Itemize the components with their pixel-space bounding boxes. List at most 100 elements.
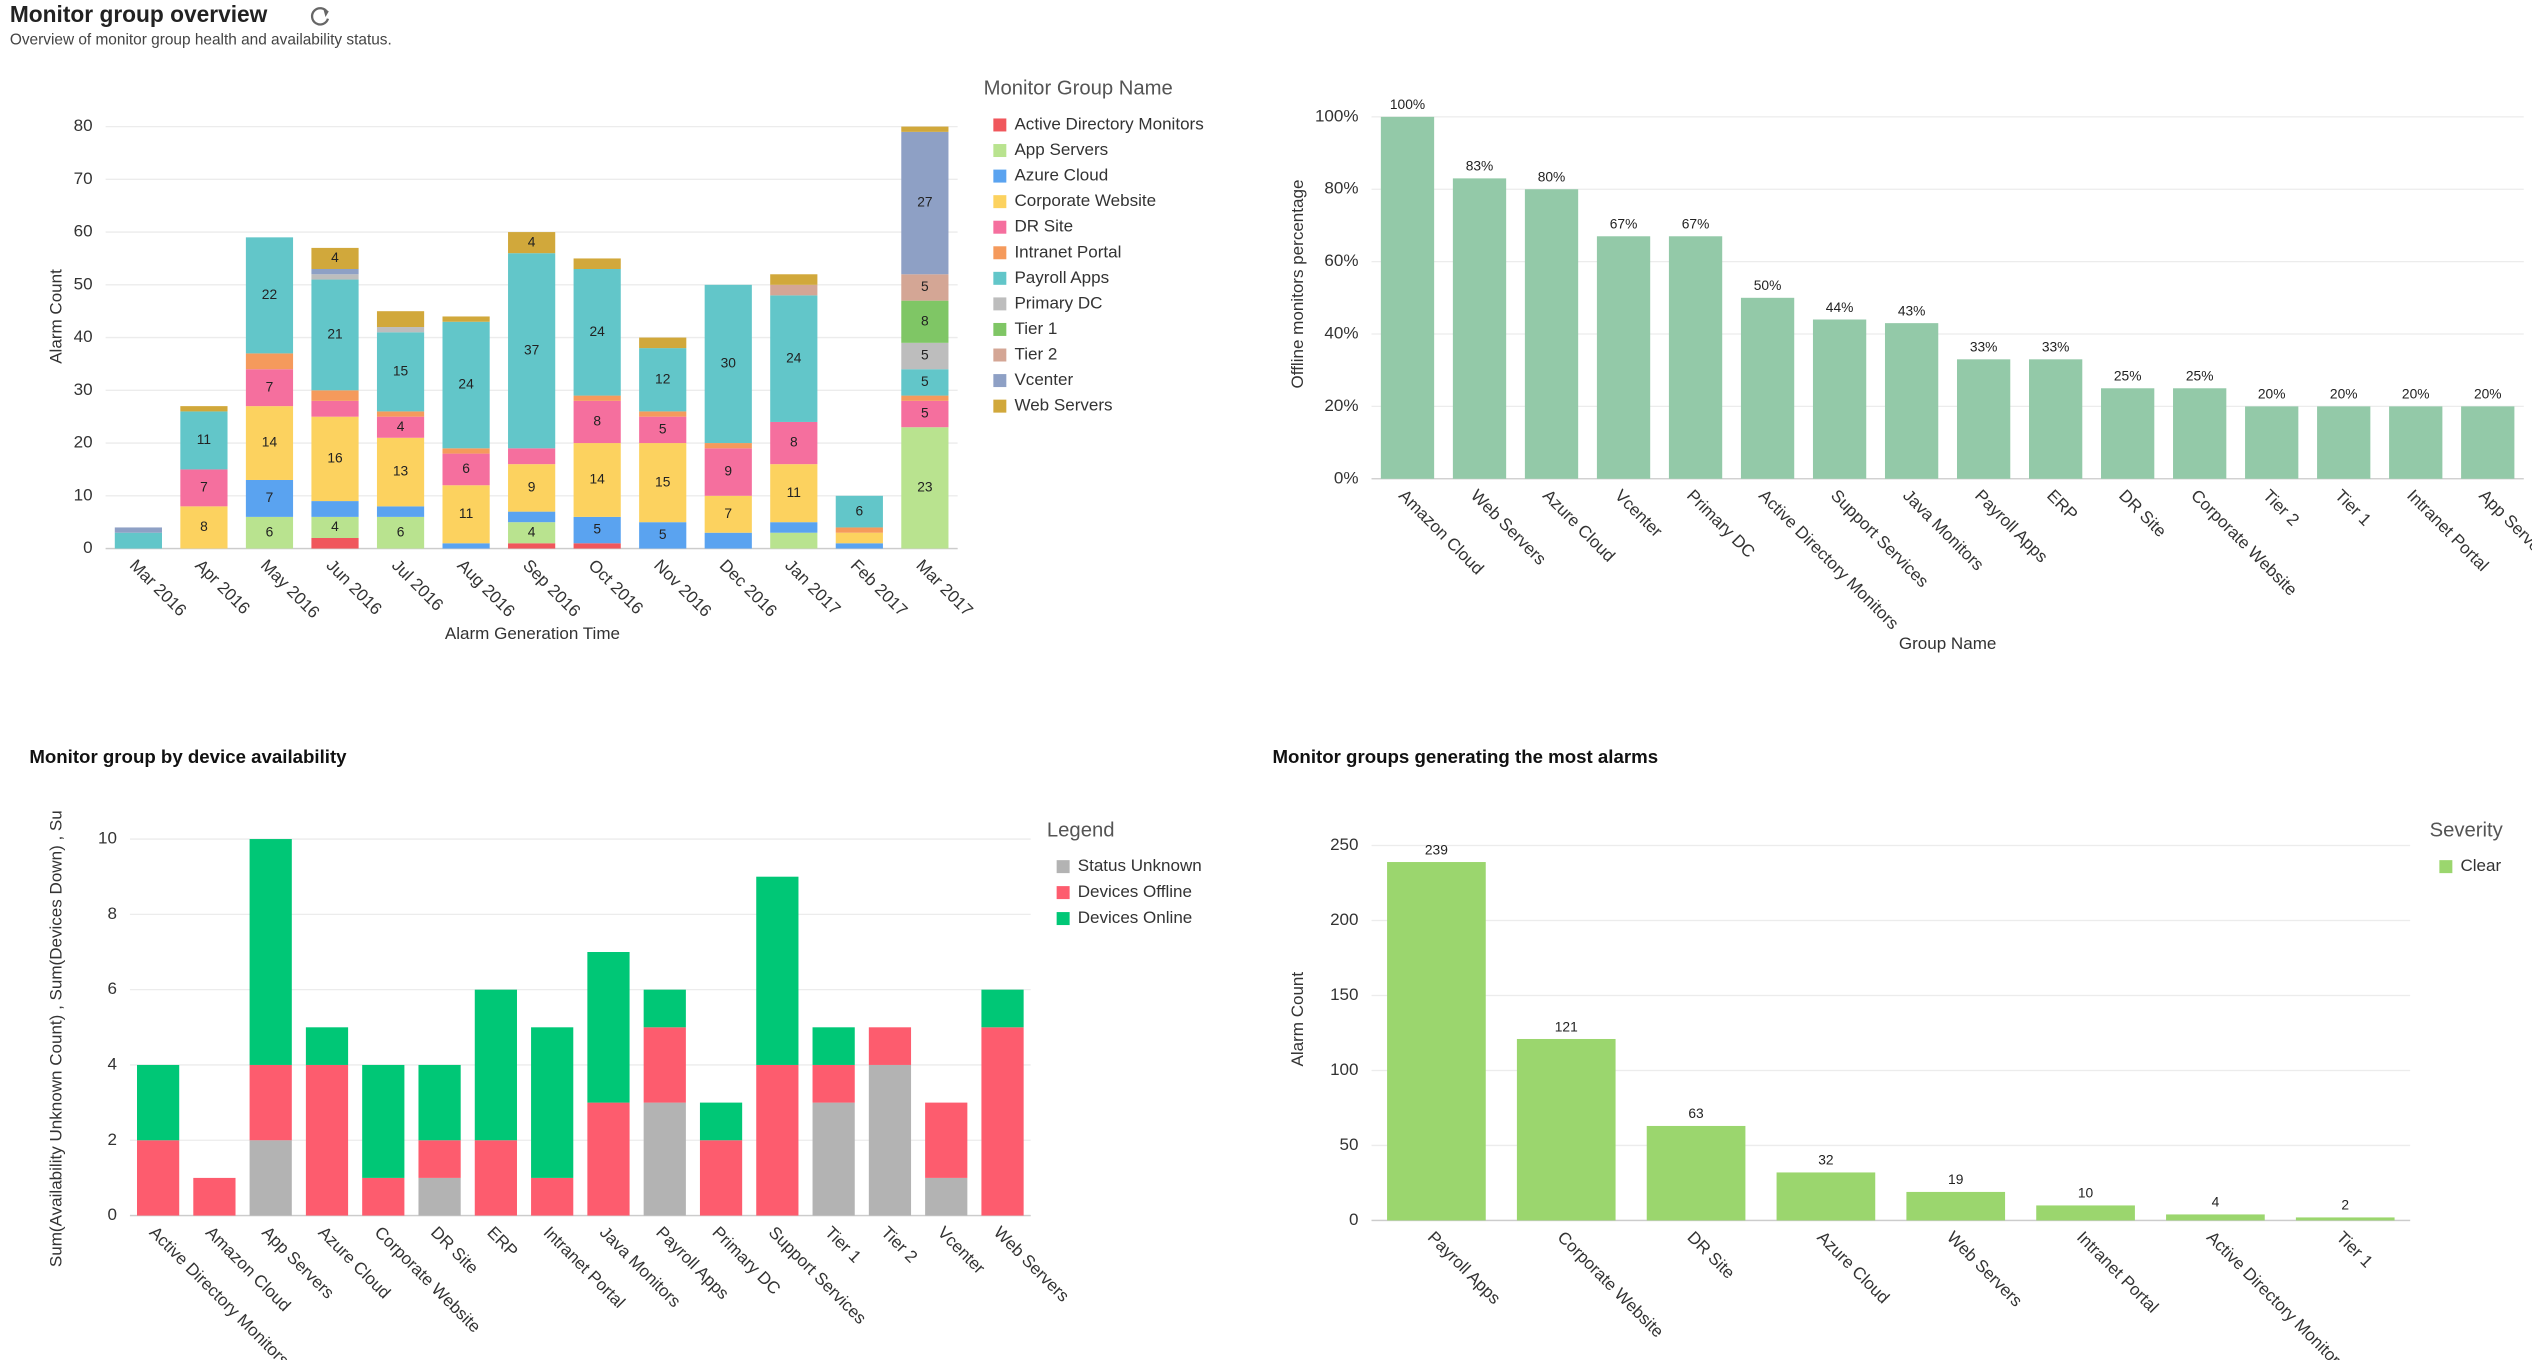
data-label: 22 bbox=[262, 287, 277, 302]
bar-segment bbox=[639, 348, 687, 412]
data-label: 30 bbox=[721, 356, 737, 371]
y-tick-label: 0 bbox=[83, 538, 92, 557]
x-tick-label: ERP bbox=[483, 1223, 521, 1261]
bar-segment bbox=[376, 332, 425, 412]
y-tick-label: 0 bbox=[1349, 1210, 1358, 1229]
bar-segment bbox=[2295, 1217, 2395, 1221]
data-label: 7 bbox=[200, 480, 208, 495]
data-label: 15 bbox=[393, 363, 409, 378]
page-subtitle: Overview of monitor group health and ava… bbox=[10, 32, 392, 49]
data-label: 7 bbox=[266, 379, 274, 394]
data-label: 15 bbox=[655, 474, 671, 489]
bar-segment bbox=[418, 1064, 461, 1141]
data-label: 8 bbox=[593, 414, 601, 429]
x-tick-label: Jul 2016 bbox=[388, 556, 447, 615]
data-label: 43% bbox=[1898, 303, 1926, 318]
bar-segment bbox=[925, 1102, 968, 1178]
bar-segment bbox=[311, 279, 359, 391]
y-tick-label: 100 bbox=[1330, 1060, 1358, 1079]
data-label: 25% bbox=[2186, 369, 2214, 384]
bar-segment bbox=[376, 506, 425, 517]
bar bbox=[2029, 359, 2083, 479]
bar-segment bbox=[704, 443, 752, 449]
x-tick-label: Support Services bbox=[765, 1223, 870, 1328]
data-label: 67% bbox=[1610, 217, 1638, 232]
bar-segment bbox=[770, 274, 818, 285]
data-label: 4 bbox=[2212, 1195, 2220, 1210]
legend-swatch bbox=[993, 297, 1007, 311]
bar-segment bbox=[136, 1140, 180, 1216]
data-label: 21 bbox=[327, 327, 342, 342]
bar-segment bbox=[180, 469, 228, 507]
x-tick-label: Tier 2 bbox=[2259, 486, 2303, 530]
legend-swatch bbox=[2439, 860, 2453, 874]
legend-swatch bbox=[1056, 886, 1070, 900]
bar-segment bbox=[704, 284, 752, 444]
bar-segment bbox=[643, 1027, 686, 1103]
data-label: 4 bbox=[331, 250, 339, 265]
legend-label: Intranet Portal bbox=[1014, 242, 1121, 261]
bar-segment bbox=[1776, 1172, 1876, 1221]
x-tick-label: Apr 2016 bbox=[191, 556, 253, 618]
bar-segment bbox=[311, 400, 359, 417]
bar-segment bbox=[812, 1064, 855, 1103]
bar-segment bbox=[418, 1177, 461, 1216]
data-label: 44% bbox=[1826, 300, 1854, 315]
bar-segment bbox=[981, 989, 1024, 1028]
bar-segment bbox=[770, 532, 818, 549]
x-tick-label: DR Site bbox=[2115, 486, 2170, 541]
data-label: 5 bbox=[921, 374, 929, 389]
bar-segment bbox=[311, 516, 359, 538]
data-label: 12 bbox=[655, 371, 670, 386]
bar bbox=[2317, 406, 2371, 479]
x-tick-label: Oct 2016 bbox=[585, 556, 647, 618]
bar-segment bbox=[704, 495, 752, 533]
bar-segment bbox=[2166, 1214, 2265, 1221]
x-tick-label: Corporate Website bbox=[1554, 1228, 1668, 1342]
x-tick-label: Nov 2016 bbox=[650, 556, 715, 621]
y-tick-label: 60% bbox=[1324, 251, 1358, 270]
x-tick-label: Azure Cloud bbox=[1813, 1228, 1893, 1308]
bar-segment bbox=[1906, 1191, 2006, 1221]
legend-title: Legend bbox=[1047, 819, 1115, 841]
bar-segment bbox=[981, 1027, 1024, 1216]
x-tick-label: Active Directory Monitors bbox=[2203, 1228, 2350, 1360]
bar-segment bbox=[901, 400, 949, 428]
bar-segment bbox=[442, 321, 490, 449]
legend-swatch bbox=[993, 220, 1007, 234]
data-label: 7 bbox=[266, 490, 274, 505]
bar-segment bbox=[442, 453, 490, 486]
x-tick-label: Web Servers bbox=[1943, 1228, 2026, 1311]
data-label: 2 bbox=[2341, 1198, 2349, 1213]
bar-segment bbox=[245, 369, 294, 407]
bar-segment bbox=[508, 464, 556, 512]
refresh-icon[interactable] bbox=[310, 7, 330, 26]
bar bbox=[1884, 323, 1939, 479]
bar-segment bbox=[245, 237, 294, 354]
bar-segment bbox=[305, 1027, 349, 1065]
bar-segment bbox=[249, 1140, 292, 1216]
data-label: 5 bbox=[659, 422, 667, 437]
bar-segment bbox=[249, 839, 292, 1065]
bar bbox=[1956, 359, 2011, 479]
data-label: 4 bbox=[331, 519, 339, 534]
data-label: 14 bbox=[590, 472, 606, 487]
bar-segment bbox=[573, 543, 621, 549]
bar-segment bbox=[639, 411, 687, 417]
bar-segment bbox=[901, 274, 949, 301]
data-label: 83% bbox=[1466, 159, 1494, 174]
legend-swatch bbox=[993, 169, 1007, 183]
bar-segment bbox=[2036, 1205, 2135, 1221]
y-tick-label: 80 bbox=[74, 116, 93, 135]
bar-segment bbox=[868, 1064, 912, 1216]
y-tick-label: 250 bbox=[1330, 835, 1358, 854]
legend-label: Devices Online bbox=[1078, 908, 1193, 927]
bar-segment bbox=[901, 131, 949, 275]
x-tick-label: Vcenter bbox=[934, 1223, 989, 1278]
bar bbox=[1524, 189, 1579, 479]
data-label: 20% bbox=[2474, 387, 2502, 402]
bar bbox=[2389, 406, 2443, 479]
data-label: 9 bbox=[528, 480, 536, 495]
bar bbox=[1668, 236, 1723, 479]
bar-segment bbox=[362, 1064, 405, 1178]
